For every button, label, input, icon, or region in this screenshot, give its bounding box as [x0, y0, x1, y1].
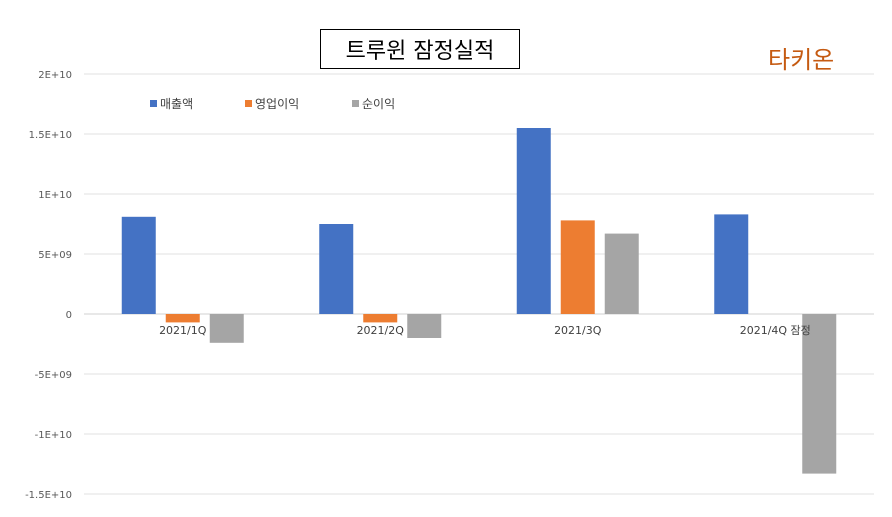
bar [604, 233, 639, 314]
x-tick-label: 2021/2Q [357, 324, 405, 337]
chart-title: 트루윈 잠정실적 [320, 29, 520, 69]
bar [165, 314, 200, 323]
bar [209, 314, 244, 343]
y-tick-label: 1E+10 [38, 190, 72, 201]
bar [363, 314, 398, 323]
bar [407, 314, 442, 338]
legend-label: 매출액 [160, 97, 193, 111]
bar [516, 128, 551, 314]
y-tick-label: 1.5E+10 [29, 130, 72, 141]
y-tick-label: -5E+09 [35, 370, 72, 381]
y-tick-label: 5E+09 [38, 250, 72, 261]
y-tick-label: -1E+10 [35, 430, 72, 441]
watermark-text: 타키온 [768, 46, 835, 74]
legend-label: 영업이익 [255, 97, 299, 111]
legend-label: 순이익 [362, 97, 395, 111]
y-tick-label: 2E+10 [38, 70, 72, 81]
x-tick-label: 2021/4Q 잠정 [740, 324, 811, 337]
y-tick-label: 0 [66, 310, 72, 321]
x-tick-label: 2021/3Q [554, 324, 602, 337]
legend-swatch [245, 100, 252, 107]
y-tick-label: -1.5E+10 [25, 490, 72, 501]
bar [319, 224, 354, 314]
legend-swatch [352, 100, 359, 107]
legend-swatch [150, 100, 157, 107]
bar [802, 314, 837, 474]
bar [121, 216, 156, 314]
bar [560, 220, 595, 314]
bar [714, 214, 749, 314]
x-tick-label: 2021/1Q [159, 324, 207, 337]
